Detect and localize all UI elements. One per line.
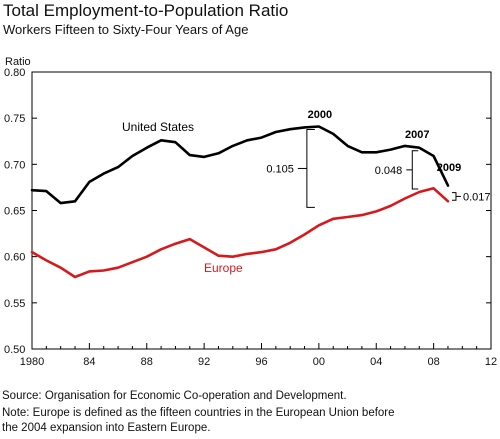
- annotation-2009-year: 2009: [437, 162, 461, 174]
- annotation-2000-year: 2000: [308, 109, 332, 121]
- y-tick-label: 0.75: [4, 113, 25, 125]
- y-tick-label: 0.80: [4, 67, 25, 79]
- note-line-1: Note: Europe is defined as the fifteen c…: [2, 407, 395, 419]
- europe-label: Europe: [204, 261, 243, 275]
- chart-title: Total Employment-to-Population Ratio: [3, 1, 289, 20]
- annotation-2000-bracket: [306, 128, 315, 208]
- annotation-2000-gap: 0.105: [266, 163, 294, 175]
- y-tick-label: 0.70: [4, 159, 25, 171]
- annotation-2007-gap: 0.048: [375, 165, 403, 177]
- x-tick-label: 00: [313, 356, 325, 368]
- x-tick-label: 92: [198, 356, 210, 368]
- y-tick-label: 0.65: [4, 206, 25, 218]
- y-tick-label: 0.50: [4, 344, 25, 356]
- x-tick-label: 08: [428, 356, 440, 368]
- source-note: Source: Organisation for Economic Co-ope…: [2, 390, 347, 402]
- annotation-2009-gap: 0.017: [463, 191, 491, 203]
- united-states-line: [30, 125, 450, 205]
- x-tick-label: 04: [370, 356, 382, 368]
- x-tick-label: 96: [255, 356, 267, 368]
- y-tick-label: 0.55: [4, 298, 25, 310]
- x-tick-label: 88: [141, 356, 153, 368]
- europe-line: [30, 187, 450, 279]
- plot-frame: [31, 71, 492, 350]
- y-tick-label: 0.60: [4, 252, 25, 264]
- annotation-2007-year: 2007: [405, 129, 429, 141]
- x-tick-label: 1980: [20, 356, 44, 368]
- chart-subtitle: Workers Fifteen to Sixty-Four Years of A…: [3, 22, 249, 37]
- y-axis-label: Ratio: [5, 56, 31, 68]
- x-tick-label: 12: [485, 356, 497, 368]
- annotation-2007-bracket: [411, 150, 419, 190]
- x-tick-label: 84: [83, 356, 95, 368]
- united-states-label: United States: [122, 120, 194, 134]
- note-line-2: the 2004 expansion into Eastern Europe.: [2, 422, 211, 434]
- annotation-2009-bracket: [451, 192, 457, 201]
